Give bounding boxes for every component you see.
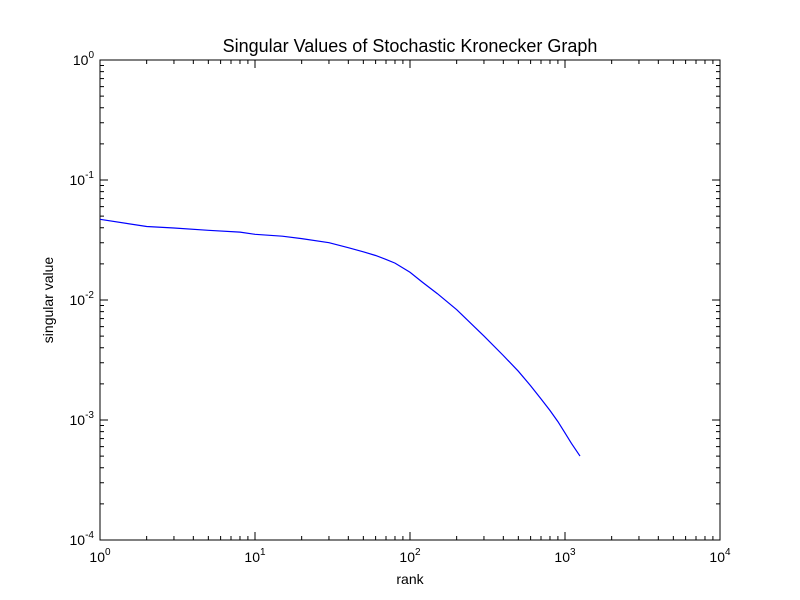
tick-marks: [99, 59, 721, 541]
x-tick-label: 101: [244, 547, 266, 565]
y-tick-label: 10-1: [70, 170, 95, 188]
plot-area-frame: [99, 59, 721, 541]
y-tick-label: 10-3: [70, 410, 95, 428]
x-tick-label: 104: [709, 547, 731, 565]
series-line: [99, 218, 581, 457]
chart-title: Singular Values of Stochastic Kronecker …: [223, 36, 598, 56]
x-tick-label: 100: [89, 547, 111, 565]
y-tick-label: 10-4: [70, 530, 95, 548]
y-tick-label: 10-2: [70, 290, 95, 308]
y-axis-label: singular value: [40, 257, 56, 344]
x-tick-label: 103: [554, 547, 576, 565]
x-tick-label: 102: [399, 547, 421, 565]
x-axis-label: rank: [396, 571, 424, 587]
y-tick-label: 100: [73, 50, 95, 68]
tick-labels: 100 101 102 103 104 10-4 10-3 10-2 10-1 100: [70, 50, 731, 565]
